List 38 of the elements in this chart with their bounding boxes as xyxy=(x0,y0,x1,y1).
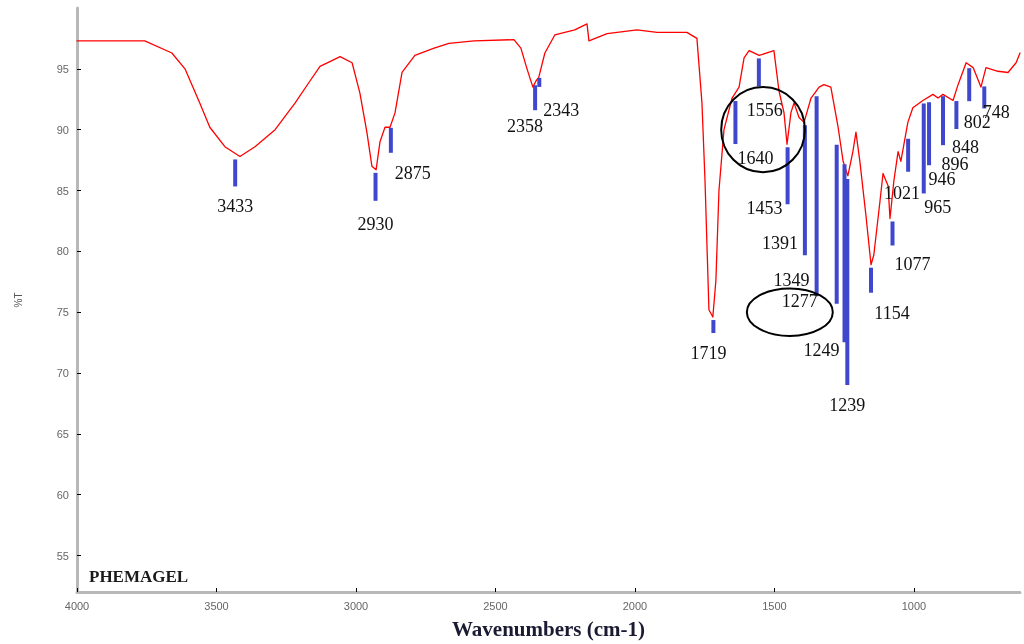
x-tick-label: 1500 xyxy=(762,599,787,612)
annotation: 3433 xyxy=(217,196,254,217)
annotation: 1453 xyxy=(746,198,783,219)
annotation: 1719 xyxy=(690,343,727,364)
annotation: 1391 xyxy=(761,233,798,254)
y-tick-label: 75 xyxy=(56,306,69,319)
x-tick-label: 1000 xyxy=(901,599,927,612)
annotation: PHEMAGEL xyxy=(89,567,189,586)
y-tick-label: 70 xyxy=(56,367,69,379)
y-tick-label: 95 xyxy=(56,62,69,75)
annotation: 1249 xyxy=(803,340,840,361)
annotation: 1556 xyxy=(746,100,783,121)
annotation: 2875 xyxy=(394,162,431,183)
annotation: 1640 xyxy=(737,148,774,169)
annotation: 2343 xyxy=(543,99,580,120)
x-tick-label: 4000 xyxy=(64,599,90,612)
y-tick-label: 60 xyxy=(56,488,69,501)
y-tick-label: 65 xyxy=(56,427,69,440)
y-tick-label: 85 xyxy=(56,184,69,197)
y-tick-label: 80 xyxy=(56,245,69,258)
annotation: 1154 xyxy=(874,302,910,323)
annotation: 1077 xyxy=(894,254,931,275)
x-tick-label: 2000 xyxy=(622,599,648,612)
line-series xyxy=(76,23,1021,318)
annotation: 965 xyxy=(924,197,952,218)
x-tick-label: 3500 xyxy=(204,599,229,612)
annotation: 2930 xyxy=(357,213,394,234)
x-axis-title: Wavenumbers (cm-1) xyxy=(451,616,646,641)
annotation: 1239 xyxy=(829,394,866,415)
annotation: 1349 xyxy=(773,270,810,291)
y-tick-label: 55 xyxy=(56,549,69,562)
annotation: 2358 xyxy=(507,116,544,137)
y-tick-label: 90 xyxy=(56,123,69,136)
annotation: 1277 xyxy=(781,290,818,311)
annotation: 848 xyxy=(951,137,979,158)
y-axis-title: %T xyxy=(12,292,24,308)
x-tick-label: 2500 xyxy=(483,599,508,612)
x-tick-label: 3000 xyxy=(343,599,369,612)
